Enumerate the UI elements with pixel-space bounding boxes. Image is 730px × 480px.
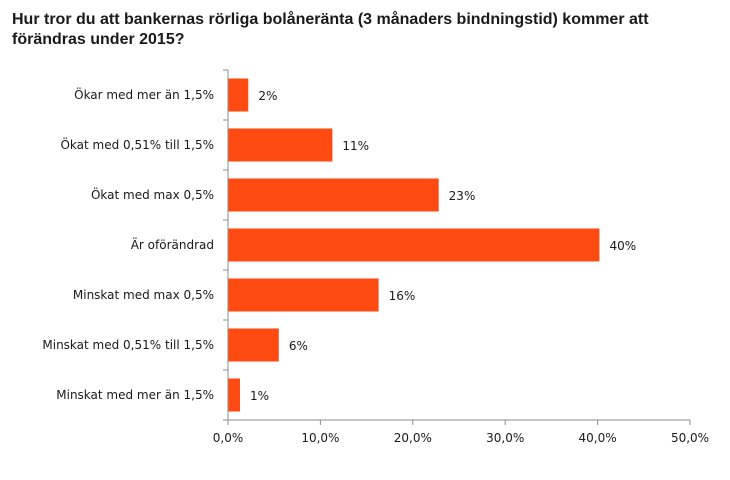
bar <box>228 178 439 212</box>
category-label: Ökat med 0,51% till 1,5% <box>60 136 214 152</box>
data-label: 6% <box>289 339 308 353</box>
bar <box>228 228 600 262</box>
category-label: Minskat med mer än 1,5% <box>56 388 214 402</box>
category-label: Är oförändrad <box>131 237 214 252</box>
bar <box>228 78 249 112</box>
category-label: Ökar med mer än 1,5% <box>74 86 214 102</box>
category-label: Ökat med max 0,5% <box>91 186 214 202</box>
data-label: 16% <box>389 289 416 303</box>
chart-title: Hur tror du att bankernas rörliga bolåne… <box>12 11 649 48</box>
bar <box>228 328 279 362</box>
x-tick-label: 50,0% <box>671 431 709 445</box>
category-labels-group: Ökar med mer än 1,5% Ökat med 0,51% till … <box>42 86 214 402</box>
x-axis-group: 0,0% 10,0% 20,0% 30,0% 40,0% 50,0% <box>213 69 709 445</box>
x-tick-label: 30,0% <box>486 431 524 445</box>
data-label: 11% <box>342 139 369 153</box>
category-label: Minskat med max 0,5% <box>73 288 214 302</box>
data-labels-group: 2% 11% 23% 40% 16% 6% 1% <box>250 89 636 403</box>
x-tick-label: 20,0% <box>394 431 432 445</box>
x-tick-label: 10,0% <box>301 431 339 445</box>
x-tick-label: 40,0% <box>579 431 617 445</box>
x-tick-label: 0,0% <box>213 431 244 445</box>
bars-group <box>228 78 600 412</box>
data-label: 23% <box>449 189 476 203</box>
data-label: 1% <box>250 389 269 403</box>
bar <box>228 378 240 412</box>
category-label: Minskat med 0,51% till 1,5% <box>42 338 214 352</box>
bar <box>228 128 333 162</box>
bar <box>228 278 379 312</box>
data-label: 40% <box>609 239 636 253</box>
data-label: 2% <box>258 89 277 103</box>
